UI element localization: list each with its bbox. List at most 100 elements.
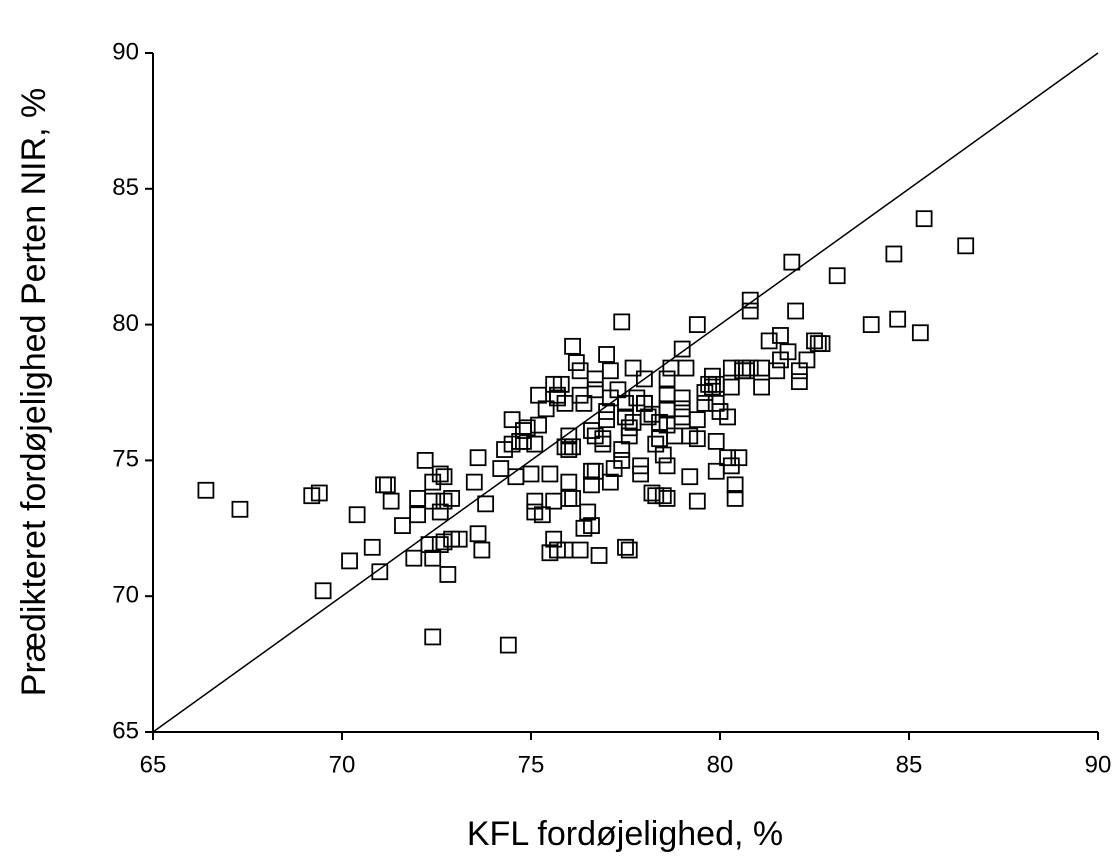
point xyxy=(798,351,816,369)
point xyxy=(526,435,544,453)
point xyxy=(753,378,770,396)
point xyxy=(673,340,691,358)
point xyxy=(598,346,615,363)
point xyxy=(688,492,706,510)
point xyxy=(722,378,740,396)
point xyxy=(435,468,453,486)
y-tick-label: 75 xyxy=(112,446,139,473)
point xyxy=(862,316,880,334)
point xyxy=(499,636,517,654)
point xyxy=(654,446,672,464)
point xyxy=(957,237,975,255)
point xyxy=(688,411,706,429)
point xyxy=(560,441,578,458)
point xyxy=(465,473,483,491)
point xyxy=(632,465,650,483)
point xyxy=(310,484,328,502)
point xyxy=(526,492,544,510)
point xyxy=(620,419,638,437)
point xyxy=(371,563,389,581)
x-tick-label: 65 xyxy=(140,751,167,778)
point xyxy=(560,427,578,445)
point xyxy=(787,302,804,320)
point xyxy=(409,506,427,524)
point xyxy=(783,253,801,271)
point xyxy=(571,541,589,559)
point xyxy=(564,438,581,456)
point xyxy=(575,394,593,412)
point xyxy=(560,490,578,507)
point xyxy=(545,530,563,548)
point xyxy=(889,310,907,328)
point xyxy=(564,490,581,507)
point xyxy=(394,517,411,534)
y-tick-label: 65 xyxy=(112,717,139,744)
point xyxy=(617,538,634,556)
point xyxy=(560,473,578,491)
y-tick-label: 70 xyxy=(112,582,139,609)
point xyxy=(579,503,597,521)
point xyxy=(477,495,495,513)
point xyxy=(726,476,744,494)
point xyxy=(741,302,759,320)
point xyxy=(915,210,933,228)
point xyxy=(753,359,770,377)
point xyxy=(405,549,423,567)
point xyxy=(730,449,748,467)
y-tick-label: 80 xyxy=(112,310,139,337)
point xyxy=(378,476,396,494)
point xyxy=(885,245,903,263)
point xyxy=(469,525,487,543)
x-axis-title: KFL fordøjelighed, % xyxy=(467,815,783,853)
point xyxy=(363,538,381,556)
point xyxy=(375,476,392,494)
point xyxy=(586,462,604,480)
point xyxy=(503,411,521,429)
point xyxy=(658,457,676,475)
point xyxy=(741,291,759,309)
point xyxy=(601,473,619,491)
point xyxy=(439,566,457,583)
point xyxy=(492,460,510,477)
point xyxy=(469,449,487,467)
point xyxy=(790,373,808,391)
point xyxy=(197,481,215,499)
point xyxy=(760,332,778,350)
point xyxy=(583,476,600,494)
point xyxy=(522,465,540,483)
point xyxy=(726,490,744,507)
point xyxy=(601,362,619,380)
point xyxy=(828,267,846,285)
point xyxy=(704,378,721,396)
point xyxy=(681,468,699,486)
point xyxy=(583,517,600,534)
point xyxy=(416,451,434,469)
point xyxy=(688,430,706,448)
point xyxy=(530,416,547,434)
point xyxy=(779,343,797,361)
point xyxy=(231,500,249,518)
point xyxy=(617,394,634,412)
point xyxy=(590,547,608,564)
y-axis-title: Prædikteret fordøjelighed Perten NIR, % xyxy=(15,88,53,696)
point xyxy=(673,400,691,418)
point xyxy=(658,370,676,388)
point xyxy=(450,530,468,548)
point xyxy=(620,541,638,559)
point xyxy=(314,582,332,600)
point xyxy=(688,316,706,334)
point xyxy=(431,465,449,483)
point xyxy=(772,327,789,344)
x-tick-label: 80 xyxy=(707,751,734,778)
point xyxy=(541,465,559,483)
point xyxy=(696,394,714,412)
point xyxy=(613,451,631,469)
point xyxy=(552,375,570,393)
point xyxy=(443,490,461,507)
point xyxy=(719,408,736,426)
point xyxy=(431,536,449,553)
point xyxy=(409,490,427,507)
point xyxy=(348,506,366,524)
point xyxy=(673,389,691,407)
